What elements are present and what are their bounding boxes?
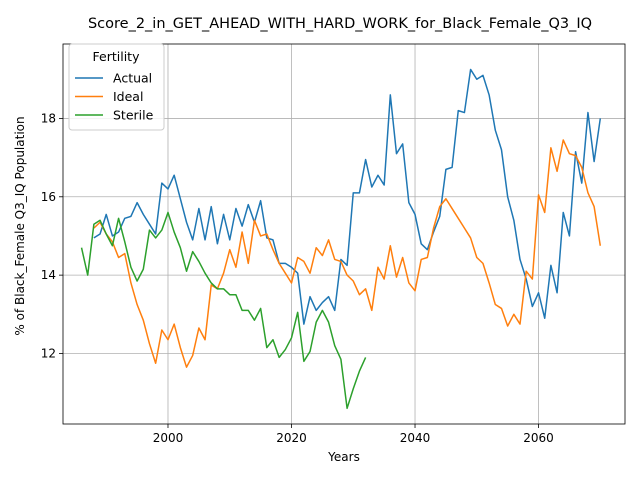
x-tick-label: 2040	[400, 431, 431, 445]
legend-items: Actual Ideal Sterile	[75, 71, 154, 123]
series-line-actual	[93, 68, 602, 325]
series-line-sterile	[80, 211, 367, 410]
legend-box	[68, 43, 165, 131]
x-axis-title: Years	[327, 450, 360, 464]
x-tick-label: 2060	[523, 431, 554, 445]
chart-title: Score_2_in_GET_AHEAD_WITH_HARD_WORK_for_…	[88, 16, 592, 32]
legend-label-actual: Actual	[113, 71, 152, 86]
legend-title: Fertility	[93, 49, 141, 64]
y-tick-label: 16	[41, 190, 56, 204]
y-tick-label: 18	[41, 111, 56, 125]
legend-label-ideal: Ideal	[113, 89, 143, 104]
legend-label-sterile: Sterile	[113, 108, 154, 123]
y-tick-label: 12	[41, 346, 56, 360]
series-group	[80, 68, 602, 410]
y-tick-label: 14	[41, 268, 56, 282]
x-tick-label: 2020	[276, 431, 307, 445]
x-tick-label: 2000	[153, 431, 184, 445]
plot-area-frame	[62, 43, 626, 425]
legend: Fertility Actual Ideal Sterile	[68, 43, 165, 131]
y-axis: 12 14 16 18	[41, 111, 63, 360]
y-axis-title: % of Black_Female Q3_IQ Population	[13, 116, 27, 335]
x-axis: 2000 2020 2040 2060	[153, 424, 554, 445]
series-line-ideal	[93, 139, 602, 368]
